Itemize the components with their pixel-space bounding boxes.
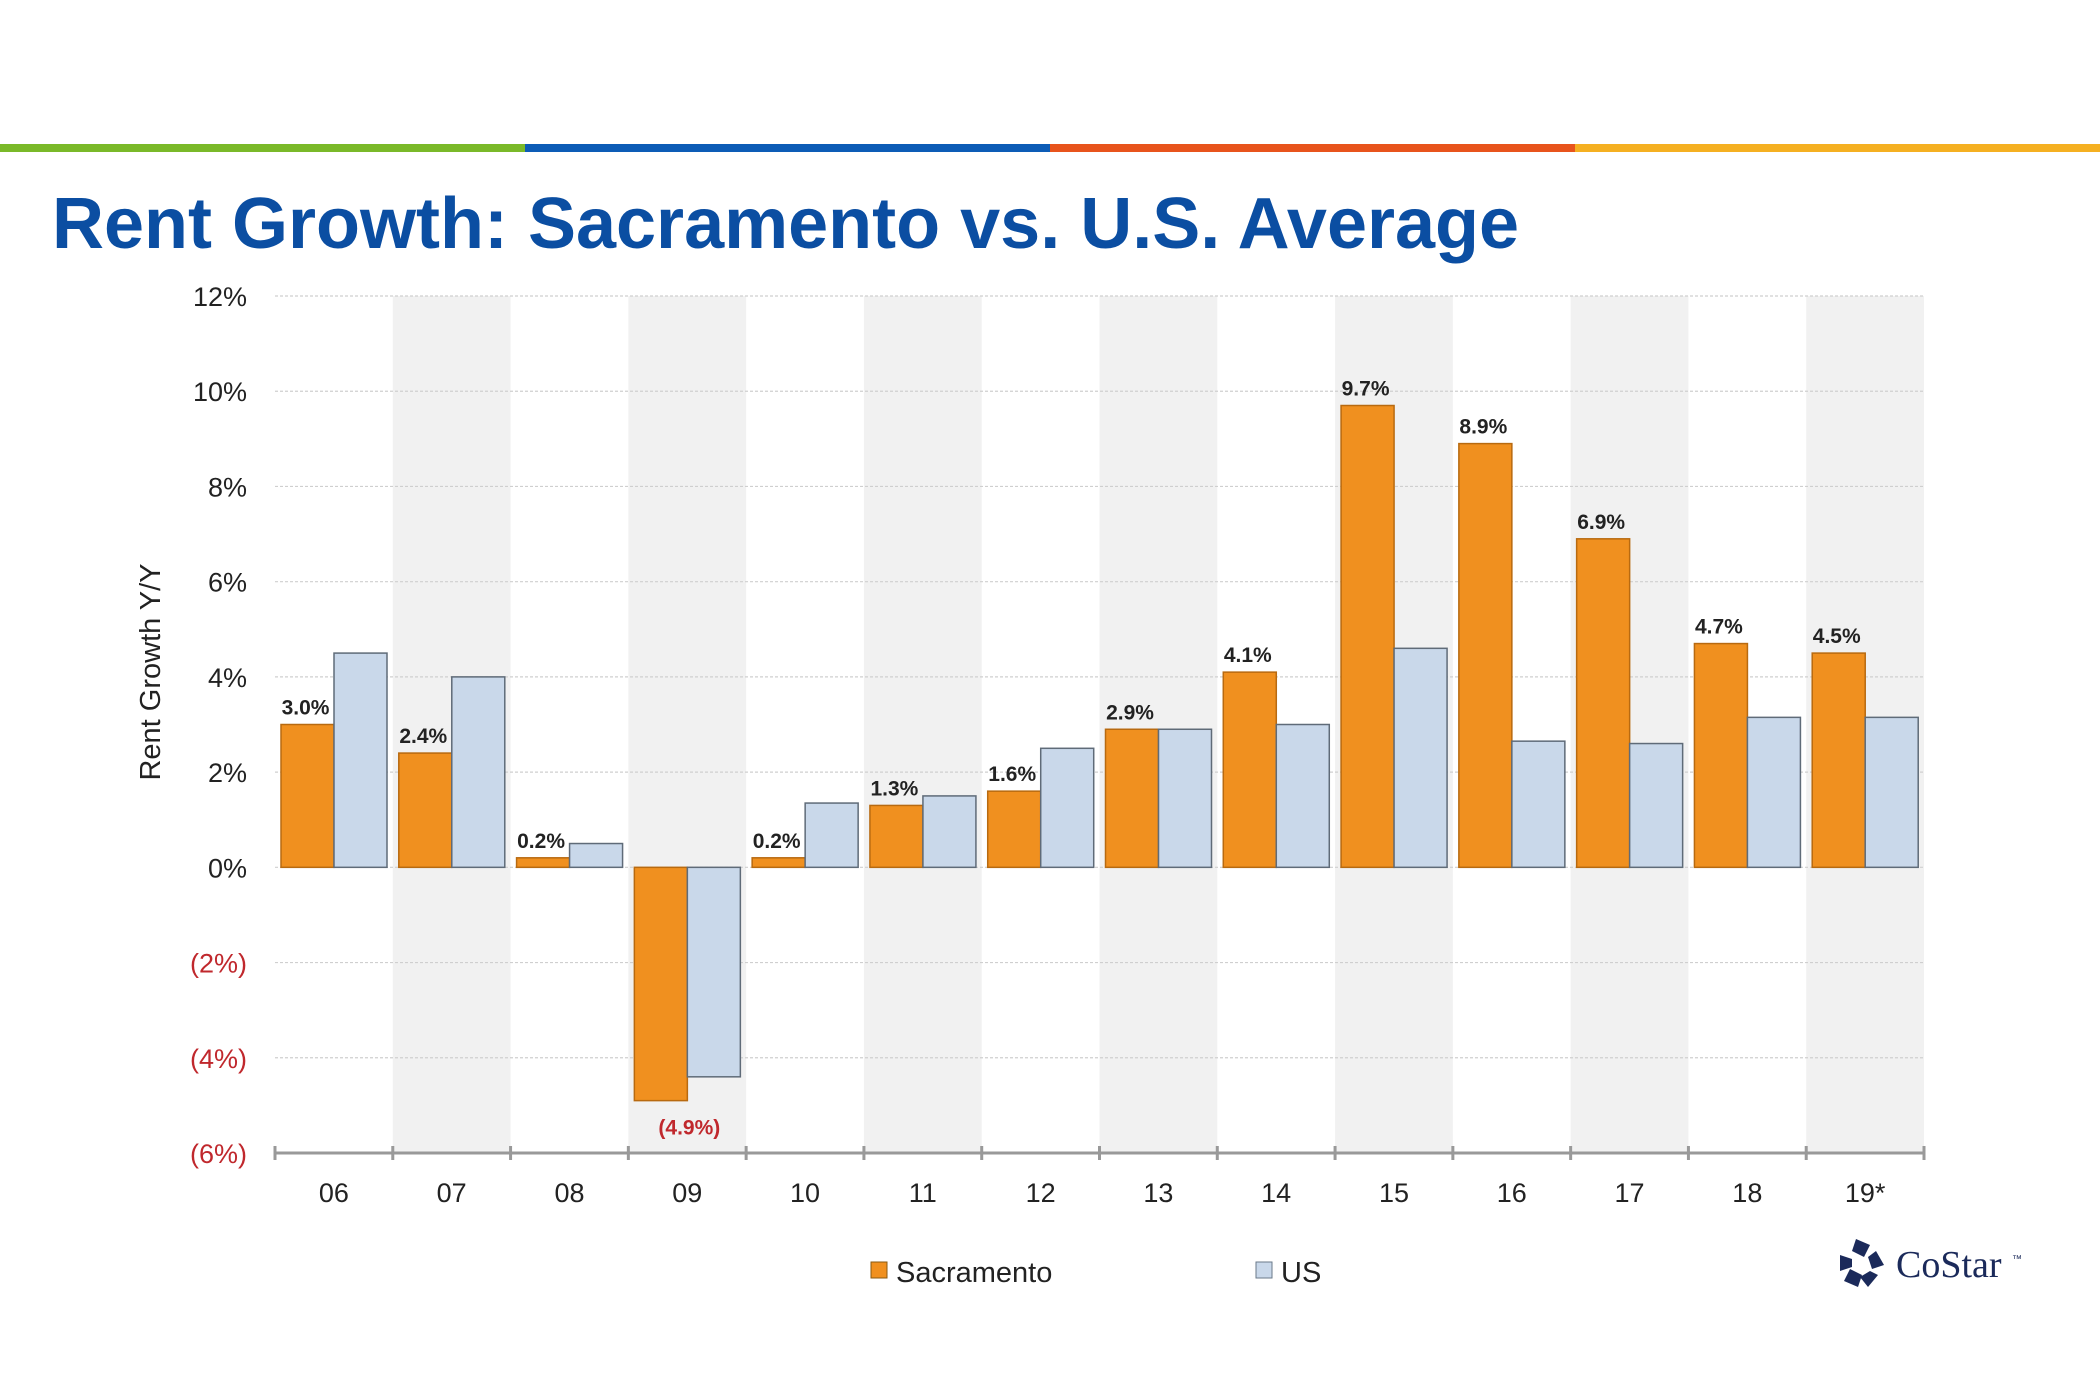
costar-star-icon — [1840, 1239, 1884, 1287]
bar-us-10 — [804, 802, 859, 869]
x-tick-label: 16 — [1497, 1178, 1527, 1208]
bar-us-19 — [1864, 716, 1919, 869]
data-label: 2.9% — [1106, 701, 1154, 724]
data-label: 9.7% — [1342, 378, 1390, 401]
x-tick-label: 08 — [554, 1178, 584, 1208]
bar-us-13 — [1157, 728, 1213, 869]
y-tick-label: (2%) — [190, 949, 247, 979]
bar-us-11 — [922, 795, 977, 869]
x-tick-label: 12 — [1026, 1178, 1056, 1208]
bar-us-06 — [333, 652, 388, 869]
x-tick-label: 17 — [1615, 1178, 1645, 1208]
legend-label-sacramento: Sacramento — [896, 1257, 1052, 1289]
bar-us-09 — [686, 866, 742, 1078]
bar-us-16 — [1511, 740, 1566, 869]
y-tick-label: 8% — [208, 472, 247, 502]
y-axis-ticks: 12% 10% 8% 6% 4% 2% 0% (2%) (4%) (6%) — [190, 282, 247, 1169]
bar-sacramento-15 — [1340, 404, 1395, 869]
x-tick-label: 19* — [1845, 1178, 1886, 1208]
x-tick-label: 06 — [319, 1178, 349, 1208]
y-axis-label: Rent Growth Y/Y — [135, 563, 167, 780]
costar-trademark: ™ — [2012, 1254, 2022, 1265]
data-label: 4.1% — [1224, 644, 1272, 667]
bar-us-08 — [568, 842, 624, 869]
y-tick-label: (4%) — [190, 1044, 247, 1074]
legend-swatch-sacramento — [870, 1261, 888, 1279]
legend-swatch-us — [1255, 1261, 1273, 1279]
data-label: (4.9%) — [658, 1117, 720, 1140]
bar-sacramento-06 — [280, 723, 335, 869]
bar-sacramento-08 — [515, 857, 571, 869]
data-label: 6.9% — [1577, 511, 1625, 534]
bar-us-14 — [1275, 723, 1331, 869]
column-shade — [863, 296, 982, 1153]
data-label: 8.9% — [1459, 416, 1507, 439]
legend-label-us: US — [1281, 1257, 1321, 1289]
y-tick-label: 12% — [193, 282, 247, 312]
stripe-segment — [525, 144, 1050, 152]
bars — [280, 404, 1919, 1102]
bar-sacramento-17 — [1575, 538, 1631, 869]
data-label: 4.7% — [1695, 616, 1743, 639]
data-label: 3.0% — [282, 697, 330, 720]
data-label: 1.3% — [870, 777, 918, 800]
y-tick-label: 10% — [193, 377, 247, 407]
bar-sacramento-13 — [1104, 728, 1160, 869]
x-axis: 06 07 08 09 10 11 12 13 14 15 16 17 18 19* — [273, 1146, 1926, 1208]
y-tick-label: 6% — [208, 568, 247, 598]
data-label: 1.6% — [988, 763, 1036, 786]
bar-us-07 — [451, 676, 506, 869]
data-label: 0.2% — [517, 830, 565, 853]
bar-us-12 — [1039, 747, 1095, 869]
x-tick-label: 10 — [790, 1178, 820, 1208]
y-tick-label: (6%) — [190, 1139, 247, 1169]
bar-sacramento-10 — [751, 857, 806, 869]
costar-logo: CoStar ™ — [1840, 1239, 2022, 1287]
costar-logo-text: CoStar — [1896, 1244, 2002, 1286]
data-labels: 3.0% 2.4% 0.2% (4.9%) 0.2% 1.3% 1.6% 2.9% 4.1% 9.… — [282, 378, 1861, 1140]
slide-title: Rent Growth: Sacramento vs. U.S. Average — [52, 184, 1519, 264]
stripe-segment — [1050, 144, 1575, 152]
bar-sacramento-16 — [1458, 442, 1513, 869]
data-label: 2.4% — [399, 725, 447, 748]
y-tick-label: 0% — [208, 853, 247, 883]
stripe-segment — [1575, 144, 2100, 152]
x-tick-label: 09 — [672, 1178, 702, 1208]
y-tick-label: 2% — [208, 758, 247, 788]
bar-sacramento-12 — [986, 790, 1042, 869]
bar-sacramento-18 — [1693, 642, 1749, 869]
bar-sacramento-11 — [869, 804, 924, 869]
column-shade — [1099, 296, 1218, 1153]
bar-sacramento-19 — [1811, 652, 1866, 869]
accent-stripe — [0, 144, 2100, 152]
bar-sacramento-07 — [398, 752, 453, 869]
x-tick-label: 15 — [1379, 1178, 1409, 1208]
x-tick-label: 07 — [437, 1178, 467, 1208]
bar-us-18 — [1746, 716, 1802, 869]
x-tick-label: 14 — [1261, 1178, 1291, 1208]
legend: Sacramento US — [870, 1257, 1321, 1289]
bar-sacramento-14 — [1222, 671, 1278, 869]
y-tick-label: 4% — [208, 663, 247, 693]
data-label: 0.2% — [753, 830, 801, 853]
bar-sacramento-09 — [633, 866, 689, 1102]
x-tick-label: 13 — [1143, 1178, 1173, 1208]
stripe-segment — [0, 144, 525, 152]
x-tick-label: 18 — [1732, 1178, 1762, 1208]
bar-us-17 — [1628, 742, 1684, 869]
data-label: 4.5% — [1813, 625, 1861, 648]
x-tick-label: 11 — [909, 1178, 937, 1208]
bar-us-15 — [1393, 647, 1448, 869]
